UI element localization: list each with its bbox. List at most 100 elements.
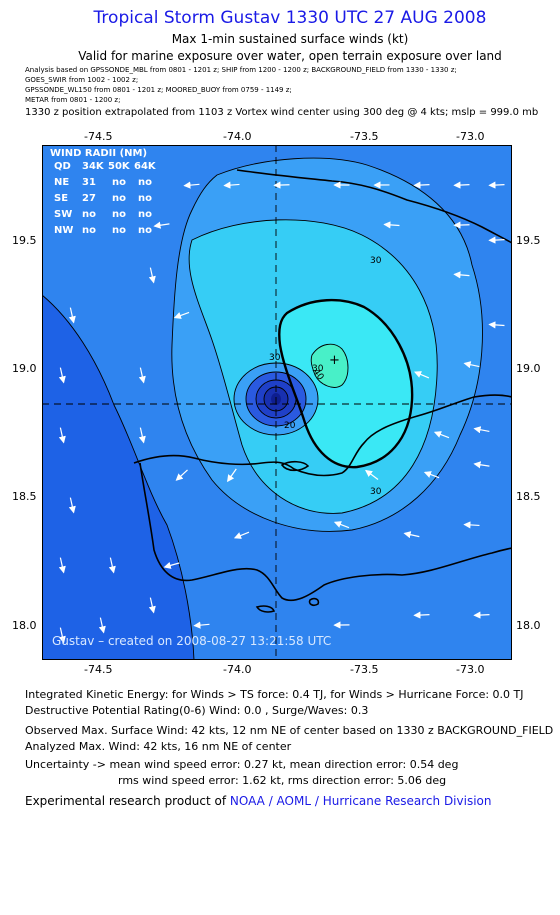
wind-band-10: [42, 295, 194, 660]
wind-vector: [58, 427, 66, 444]
radii-cell: no: [138, 177, 152, 188]
wind-vector: [365, 469, 379, 480]
radii-cell: NW: [54, 225, 73, 236]
exposure-note: Valid for marine exposure over water, op…: [78, 49, 502, 63]
wind-vector: [148, 597, 156, 614]
wind-vector: [403, 531, 420, 539]
wind-vector: [227, 468, 237, 483]
map-frame: [42, 145, 512, 660]
hrd-link[interactable]: NOAA / AOML / Hurricane Research Divisio…: [229, 794, 492, 808]
observed-max-line: Observed Max. Surface Wind: 42 kts, 12 n…: [25, 724, 554, 737]
coastline-cuba: [236, 169, 512, 244]
wind-vector: [453, 271, 470, 279]
wind-vector: [153, 221, 170, 229]
wind-vector: [148, 267, 156, 284]
coastline-navassa: [308, 597, 320, 607]
wind-vector: [193, 621, 210, 629]
wind-vector: [423, 471, 440, 479]
map-title: Tropical Storm Gustav 1330 UTC 27 AUG 20…: [93, 8, 487, 28]
wind-vector: [183, 181, 200, 189]
wind-vector: [333, 521, 350, 529]
wind-field-map: + 30 30 30 40 20 30 WIND RADII (NM) QD 3…: [42, 145, 512, 660]
radii-header-cell: 64K: [134, 161, 157, 172]
radii-header-cell: QD: [54, 161, 71, 172]
research-credit: Experimental research product of NOAA / …: [25, 794, 491, 808]
coastline-hispaniola: [133, 394, 512, 477]
wind-vector: [68, 307, 76, 324]
radii-cell: SW: [54, 209, 72, 220]
wind-radii-table: WIND RADII (NM) QD 34K 50K 64K NE 31 no …: [50, 148, 157, 236]
wind-radii-title: WIND RADII (NM): [50, 148, 147, 159]
radii-cell: SE: [54, 193, 68, 204]
x-tick-bottom: -74.0: [223, 663, 252, 676]
contour-label: 20: [284, 421, 296, 431]
max-wind-marker: +: [329, 353, 340, 368]
x-tick-top: -73.0: [456, 130, 485, 143]
coastline-gonave: [280, 460, 310, 472]
wind-vector: [108, 557, 116, 574]
wind-vector: [413, 371, 430, 379]
contour-label: 30: [312, 364, 324, 374]
x-tick-bottom: -73.0: [456, 663, 485, 676]
wind-vector: [173, 311, 190, 319]
x-tick-bottom: -73.5: [350, 663, 379, 676]
analysis-line: GPSSONDE_WL150 from 0801 - 1201 z; MOORE…: [25, 86, 292, 94]
wind-vector: [58, 627, 66, 644]
map-subtitle: Max 1-min sustained surface winds (kt): [171, 32, 409, 46]
position-note: 1330 z position extrapolated from 1103 z…: [25, 107, 539, 118]
y-tick-right: 18.0: [516, 619, 541, 632]
wind-vector: [98, 617, 106, 634]
radii-cell: no: [138, 225, 152, 236]
contour-20: [171, 157, 483, 532]
radii-cell: no: [82, 225, 96, 236]
wind-vector: [488, 181, 505, 189]
y-tick-right: 18.5: [516, 490, 541, 503]
radii-cell: no: [82, 209, 96, 220]
x-tick-top: -74.0: [223, 130, 252, 143]
analyzed-max-line: Analyzed Max. Wind: 42 kts, 16 nm NE of …: [25, 740, 292, 753]
creation-note: Gustav – created on 2008-08-27 13:21:58 …: [52, 634, 331, 648]
y-tick-right: 19.0: [516, 362, 541, 375]
analysis-line: METAR from 0801 - 1200 z;: [25, 96, 121, 104]
ike-line: Integrated Kinetic Energy: for Winds > T…: [25, 688, 524, 701]
y-tick-left: 18.5: [12, 490, 37, 503]
dpr-line: Destructive Potential Rating(0-6) Wind: …: [25, 704, 369, 717]
analysis-line: GOES_SWIR from 1002 - 1002 z;: [25, 76, 139, 84]
wind-band-35: [279, 300, 413, 468]
contour-30-outer: [188, 219, 438, 514]
radii-cell: no: [112, 177, 126, 188]
radii-cell: no: [138, 193, 152, 204]
wind-vector: [273, 181, 290, 189]
contour-label: 30: [370, 487, 382, 497]
wind-vector: [488, 321, 505, 329]
wind-vector: [383, 221, 400, 229]
x-tick-bottom: -74.5: [84, 663, 113, 676]
y-tick-left: 19.0: [12, 362, 37, 375]
x-tick-top: -74.5: [84, 130, 113, 143]
wind-vector: [473, 426, 490, 434]
wind-vector: [473, 461, 490, 469]
y-tick-right: 19.5: [516, 234, 541, 247]
contour-label: 30: [269, 353, 281, 363]
wind-vector: [58, 367, 66, 384]
wind-vector: [233, 531, 250, 539]
coastline-vache: [255, 605, 276, 613]
wind-vector: [463, 361, 480, 369]
radii-cell: no: [112, 209, 126, 220]
wind-vector: [413, 611, 430, 619]
wind-vector: [58, 557, 66, 574]
analysis-line: Analysis based on GPSSONDE_MBL from 0801…: [25, 66, 457, 74]
radii-header-cell: 34K: [82, 161, 105, 172]
uncertainty-line: rms wind speed error: 1.62 kt, rms direc…: [118, 774, 447, 787]
y-tick-left: 19.5: [12, 234, 37, 247]
wind-band-40: [311, 344, 348, 388]
uncertainty-line: Uncertainty -> mean wind speed error: 0.…: [25, 758, 459, 771]
research-prefix: Experimental research product of: [25, 794, 230, 808]
wind-vector: [223, 181, 240, 189]
wind-vector: [453, 181, 470, 189]
wind-vectors: [58, 181, 505, 644]
wind-vector: [175, 469, 188, 481]
wind-vector: [68, 497, 76, 514]
wind-vector: [433, 431, 450, 439]
wind-vector: [463, 521, 480, 529]
